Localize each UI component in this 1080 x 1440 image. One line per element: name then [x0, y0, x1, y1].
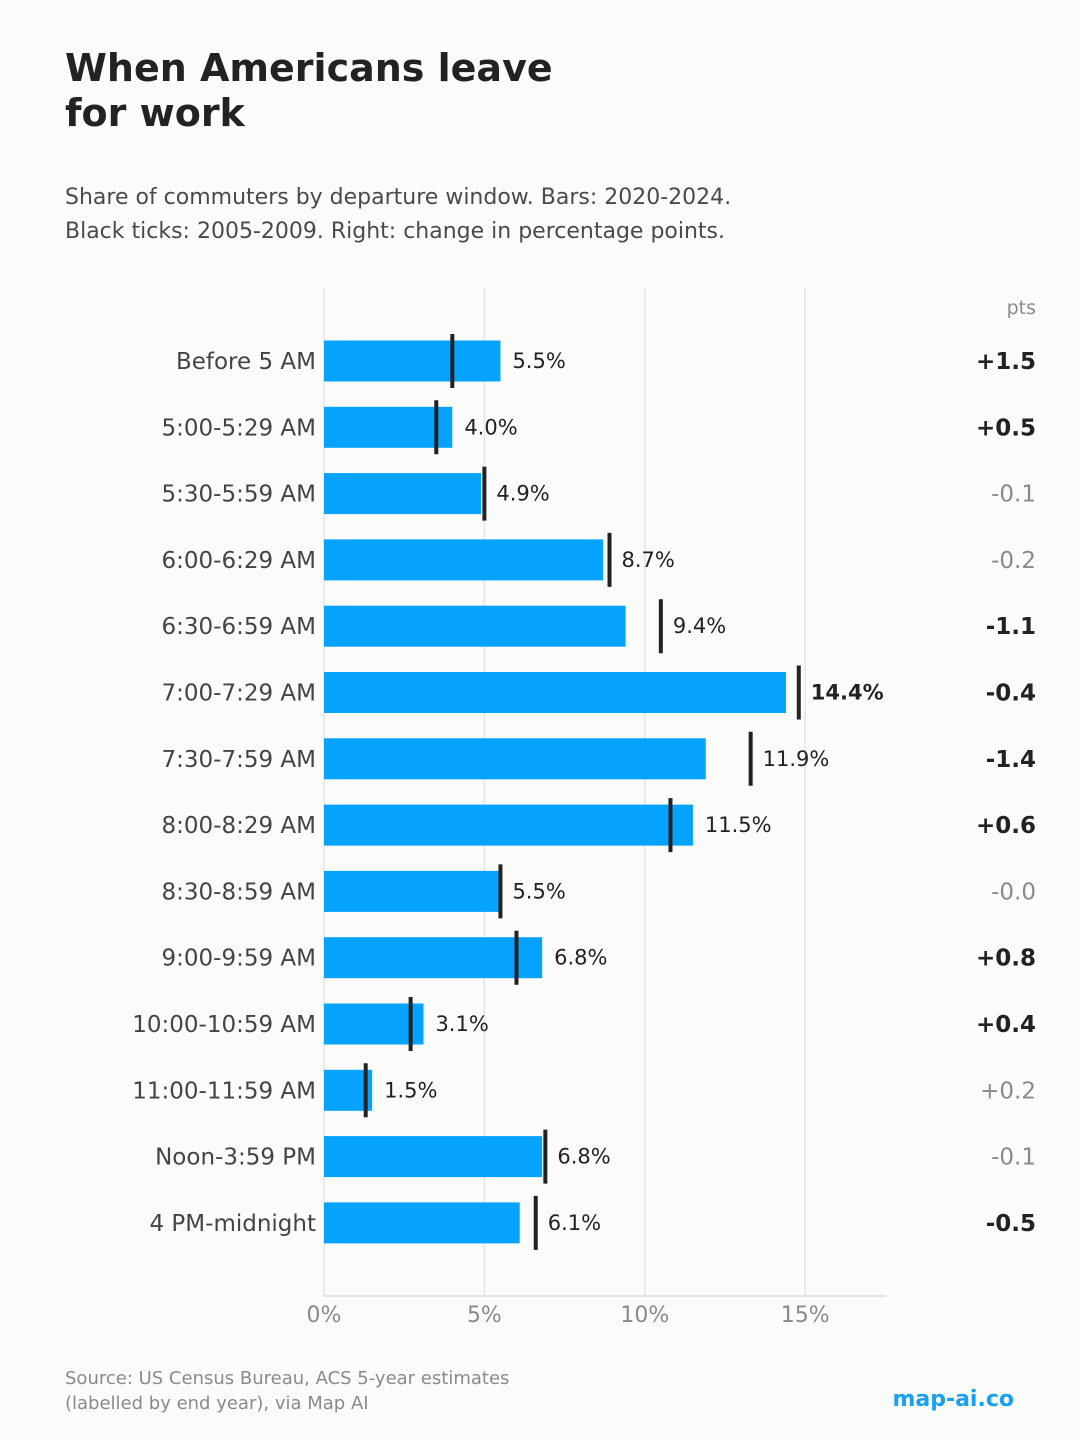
bar — [324, 1202, 520, 1244]
source-note: Source: US Census Bureau, ACS 5-year est… — [65, 1366, 509, 1416]
value-label: 6.1% — [548, 1211, 601, 1235]
value-label: 4.0% — [464, 415, 517, 439]
category-label: 5:00-5:29 AM — [162, 415, 317, 441]
bar — [324, 473, 482, 515]
change-label: -1.1 — [986, 614, 1036, 640]
category-label: Noon-3:59 PM — [155, 1145, 316, 1171]
bar — [324, 340, 501, 382]
value-label: 8.7% — [622, 548, 675, 572]
value-label: 11.9% — [763, 747, 830, 771]
value-label: 3.1% — [435, 1012, 488, 1036]
change-label: -0.5 — [986, 1211, 1036, 1237]
bar — [324, 1136, 543, 1178]
chart-subtitle-line: Black ticks: 2005-2009. Right: change in… — [65, 219, 725, 244]
change-label: -0.2 — [991, 548, 1036, 574]
value-label: 1.5% — [384, 1078, 437, 1102]
category-label: 6:30-6:59 AM — [162, 614, 317, 640]
change-label: -0.0 — [991, 879, 1036, 905]
chart-title: When Americans leave for work — [65, 46, 685, 136]
change-label: -0.1 — [991, 482, 1036, 508]
bar — [324, 804, 693, 846]
x-tick-label: 5% — [467, 1303, 502, 1328]
bar — [324, 1003, 424, 1045]
bar — [324, 937, 543, 979]
bar — [324, 605, 626, 647]
bar — [324, 870, 501, 912]
change-label: +0.8 — [976, 946, 1036, 972]
value-label: 11.5% — [705, 813, 772, 837]
category-label: 11:00-11:59 AM — [132, 1078, 316, 1104]
value-label: 5.5% — [512, 879, 565, 903]
category-label: 7:00-7:29 AM — [162, 681, 317, 707]
change-label: +0.4 — [976, 1012, 1036, 1038]
change-label: +0.6 — [976, 813, 1036, 839]
brand-link[interactable]: map-ai.co — [892, 1387, 1014, 1412]
chart-title-line: for work — [65, 91, 245, 135]
change-label: -1.4 — [986, 747, 1036, 773]
value-label: 6.8% — [557, 1145, 610, 1169]
value-label: 6.8% — [554, 946, 607, 970]
category-label: 8:30-8:59 AM — [162, 879, 317, 905]
change-label: -0.1 — [991, 1145, 1036, 1171]
x-tick-label: 10% — [620, 1303, 669, 1328]
source-line: Source: US Census Bureau, ACS 5-year est… — [65, 1368, 510, 1389]
category-label: 5:30-5:59 AM — [162, 482, 317, 508]
category-label: 6:00-6:29 AM — [162, 548, 317, 574]
category-label: 9:00-9:59 AM — [162, 946, 317, 972]
value-label: 14.4% — [811, 681, 884, 705]
change-label: -0.4 — [986, 681, 1036, 707]
category-label: 4 PM-midnight — [149, 1211, 316, 1237]
chart-subtitle: Share of commuters by departure window. … — [65, 181, 965, 249]
bar — [324, 539, 604, 581]
chart-subtitle-line: Share of commuters by departure window. … — [65, 185, 732, 210]
change-column-header: pts — [1007, 297, 1036, 319]
value-label: 9.4% — [673, 614, 726, 638]
category-label: 7:30-7:59 AM — [162, 747, 317, 773]
change-label: +1.5 — [976, 349, 1036, 375]
source-line: (labelled by end year), via Map AI — [65, 1393, 369, 1414]
bar — [324, 738, 706, 780]
change-label: +0.2 — [980, 1078, 1036, 1104]
category-label: 10:00-10:59 AM — [132, 1012, 316, 1038]
value-label: 5.5% — [512, 349, 565, 373]
change-label: +0.5 — [976, 415, 1036, 441]
category-label: Before 5 AM — [176, 349, 316, 375]
x-tick-label: 0% — [307, 1303, 342, 1328]
value-label: 4.9% — [496, 482, 549, 506]
category-label: 8:00-8:29 AM — [162, 813, 317, 839]
bar — [324, 406, 453, 448]
x-tick-label: 15% — [781, 1303, 830, 1328]
chart-title-line: When Americans leave — [65, 46, 553, 90]
bar — [324, 672, 786, 713]
